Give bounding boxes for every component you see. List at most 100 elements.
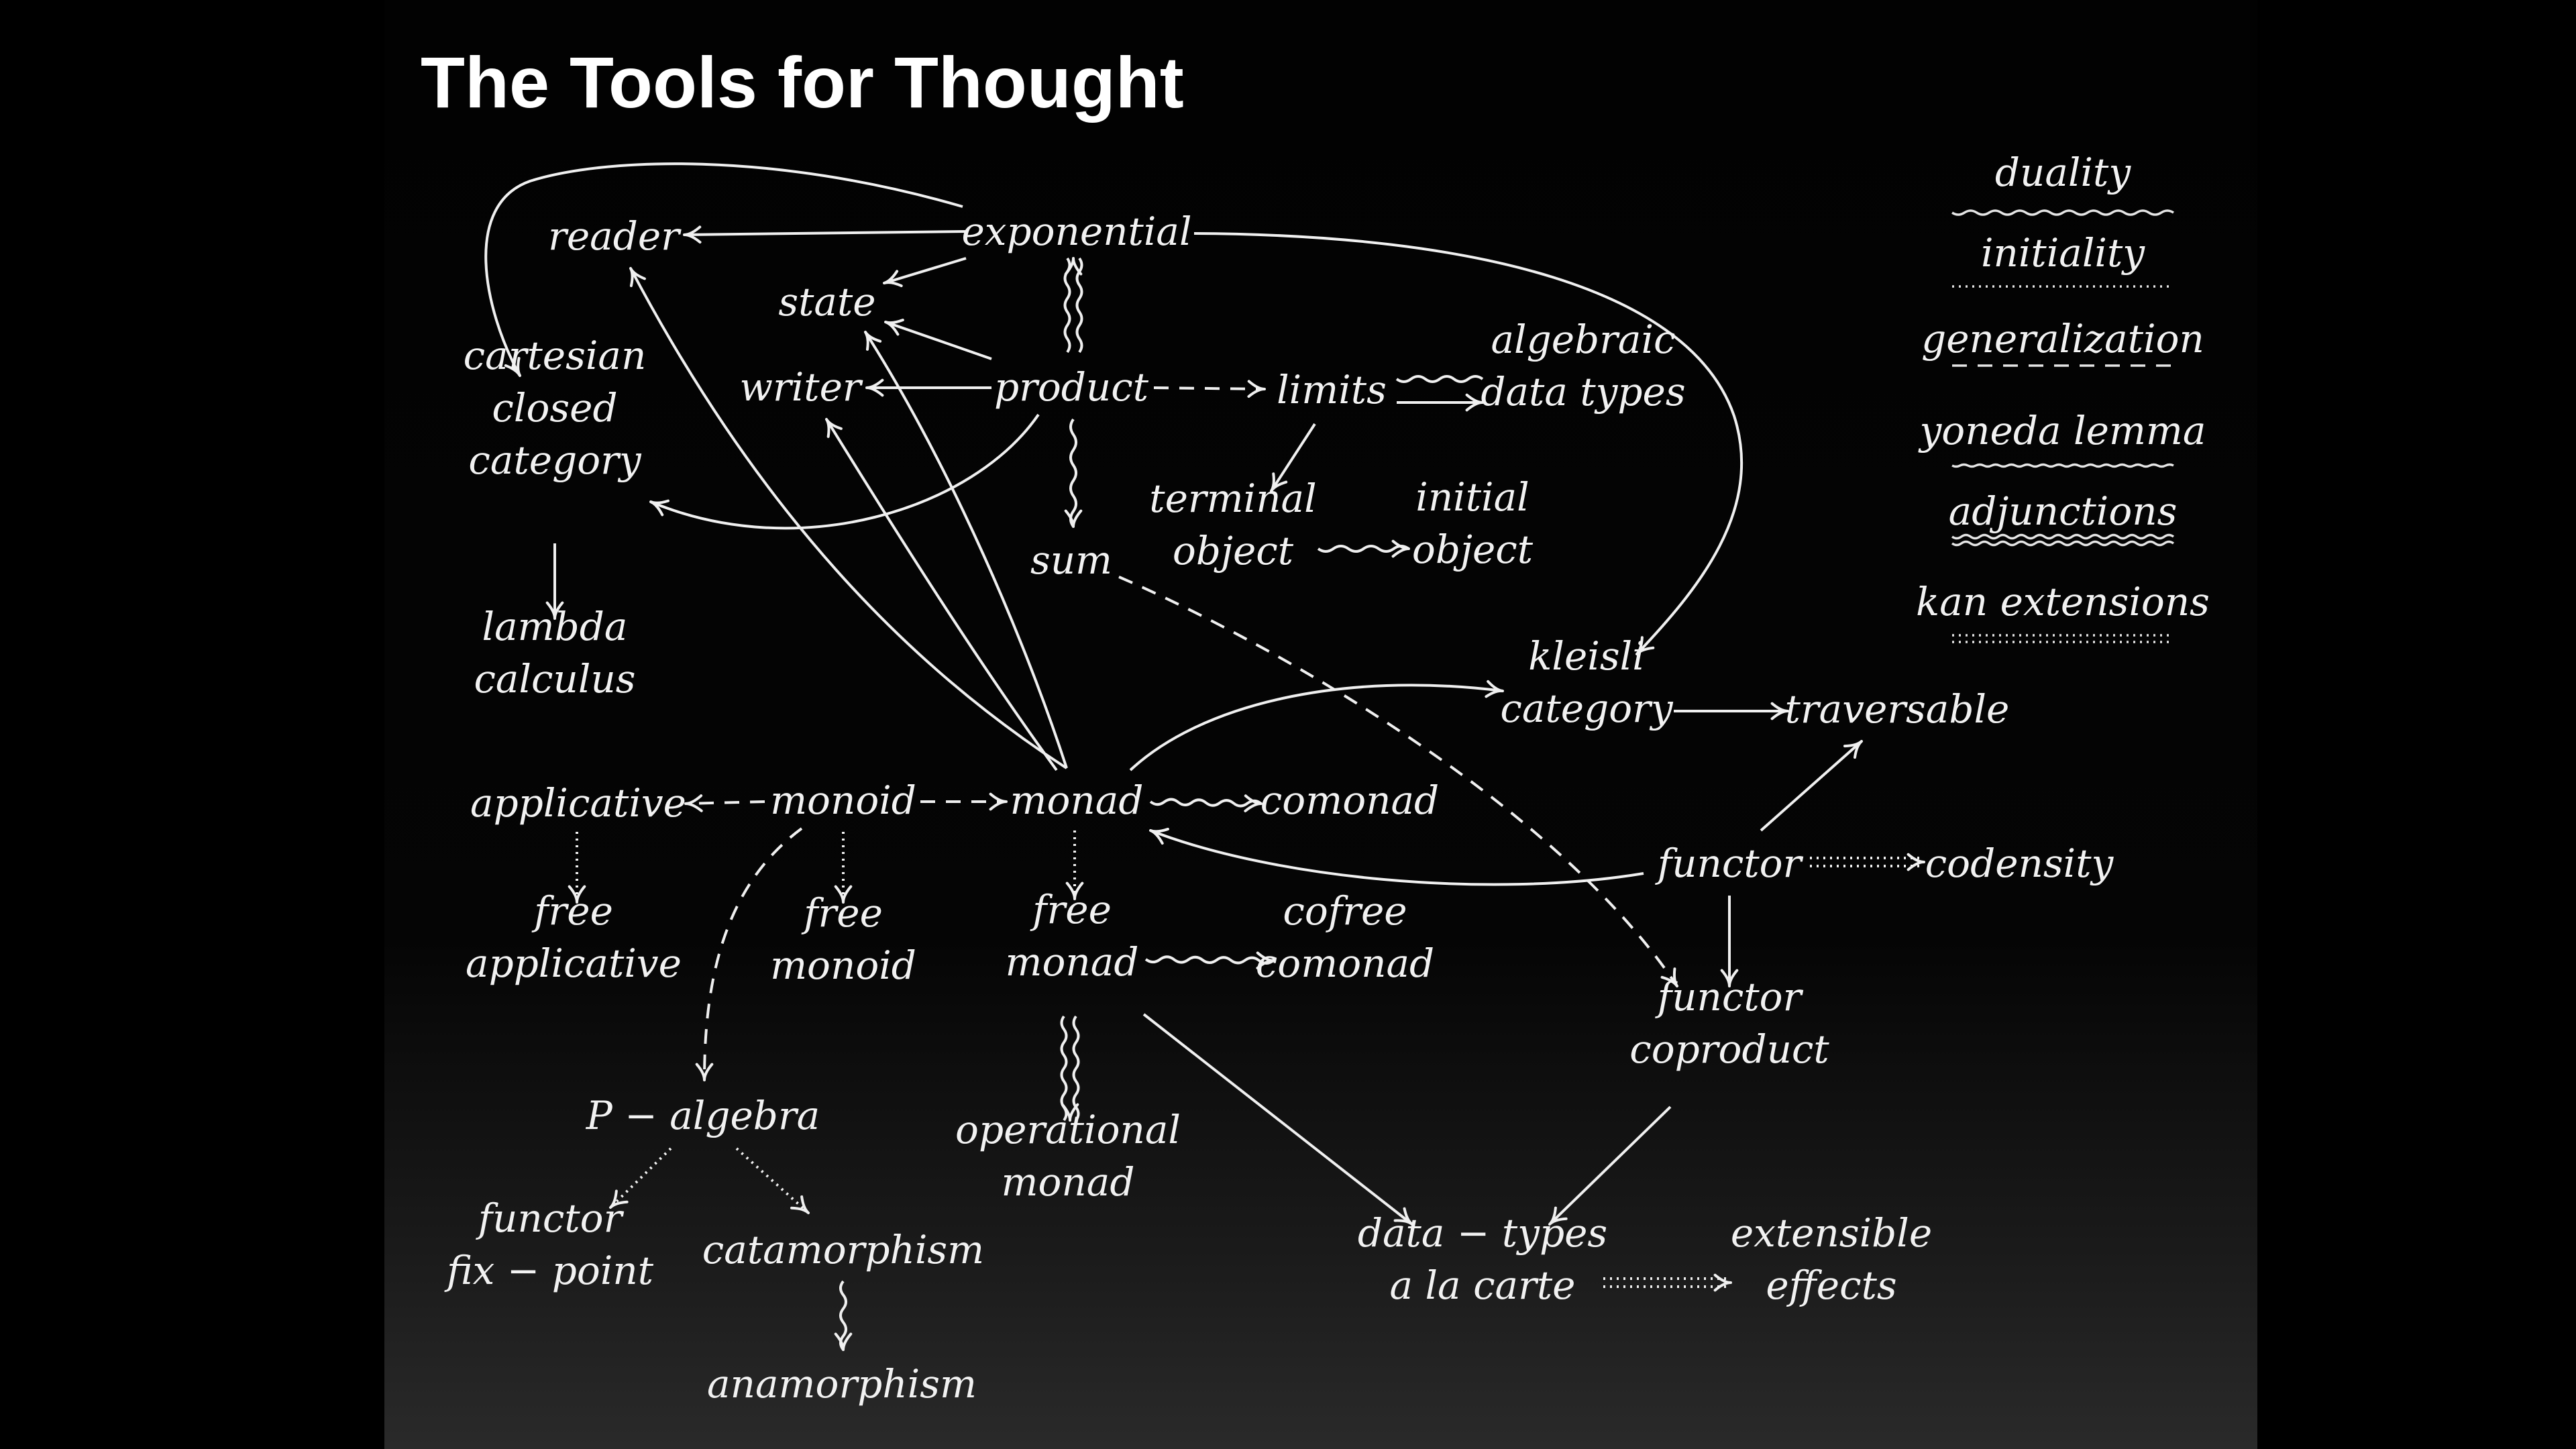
edge-functor-to-codensity (1810, 853, 1925, 871)
arrowhead-terminal-to-initial (1391, 539, 1410, 558)
node-data-types: data − types a la carte (1358, 1210, 1607, 1308)
legend-item-yoneda-lemma: yoneda lemma (1918, 408, 2206, 468)
arrowhead-functor-to-monad (1149, 827, 1169, 845)
edge-product-to-sum (1064, 418, 1083, 528)
arrowhead-exponential-to-cartesian (504, 357, 521, 377)
arrowhead-applicative-to-free-applicative (568, 885, 586, 904)
edge-monad-to-free-monad (1065, 830, 1084, 900)
arrowhead-monoid-to-p-algebra (695, 1063, 714, 1081)
node-operational: operational monad (955, 1107, 1181, 1205)
edge-product-to-writer (865, 378, 991, 397)
node-exponential: exponential (961, 209, 1191, 254)
node-algebraic: algebraic data types (1481, 317, 1685, 415)
arrowhead-free-monad-to-operational (1061, 1103, 1079, 1122)
node-functor: functor (1655, 841, 1804, 886)
node-state: state (778, 279, 875, 325)
edge-p-algebra-to-catamorphism (735, 1147, 810, 1214)
node-product: product (994, 364, 1149, 410)
svg-text:P − algebra: P − algebra (586, 1093, 820, 1138)
arrowhead-functor-to-codensity (1907, 853, 1925, 871)
legend-item-initiality: initiality (1952, 230, 2174, 288)
arrowhead-product-to-limits (1247, 380, 1266, 398)
edge-monad-to-comonad (1149, 794, 1263, 812)
arrowhead-limits-to-terminal (1270, 472, 1288, 492)
edge-exponential-to-cartesian (484, 162, 963, 377)
arrowhead-product-to-writer (865, 378, 884, 397)
svg-text:applicative: applicative (470, 780, 686, 826)
node-writer: writer (739, 364, 863, 410)
svg-text:exponential: exponential (961, 209, 1191, 254)
arrowhead-monad-to-kleisli (1485, 680, 1504, 698)
node-terminal: terminal object (1149, 476, 1316, 574)
diagram-edges (484, 162, 1925, 1351)
arrowhead-monad-to-free-monad (1065, 881, 1084, 900)
edge-product-to-cartesian (649, 413, 1040, 530)
arrowhead-monoid-to-free-monoid (834, 885, 853, 904)
edge-monad-to-reader (629, 267, 1068, 769)
node-sum: sum (1030, 537, 1112, 583)
node-free-monoid: free monoid (770, 890, 916, 988)
edge-functor-coproduct-to-data-types (1548, 1106, 1672, 1226)
edge-exponential-to-state (883, 257, 967, 288)
edge-product-to-state (884, 319, 992, 360)
node-free-applicative: free applicative (466, 888, 682, 986)
arrowhead-monad-to-state (864, 331, 882, 351)
node-limits: limits (1277, 367, 1387, 413)
edge-free-monad-to-operational (1060, 1015, 1080, 1122)
edge-monoid-to-applicative (684, 794, 765, 812)
edge-sum-to-functor-coproduct (1118, 576, 1678, 987)
node-initial: initial object (1412, 474, 1534, 572)
legend-item-kan-extensions: kan extensions (1916, 579, 2210, 643)
node-kleisli: kleisli category (1500, 633, 1673, 731)
node-extensible: extensible effects (1731, 1210, 1932, 1308)
edge-exponential-to-kleisli (1193, 232, 1743, 655)
svg-text:yoneda lemma: yoneda lemma (1918, 408, 2206, 453)
svg-text:product: product (994, 364, 1149, 410)
node-reader: reader (548, 213, 682, 259)
arrowhead-functor-to-traversable (1843, 740, 1863, 759)
arrowhead-sum-to-functor-coproduct (1660, 967, 1678, 987)
node-functor-coproduct: functor coproduct (1629, 974, 1829, 1072)
arrowhead-p-algebra-to-functor-fixpoint (609, 1189, 629, 1209)
arrowhead-functor-coproduct-to-data-types (1548, 1206, 1568, 1226)
slide-title: The Tools for Thought (421, 42, 1184, 123)
svg-text:writer: writer (739, 364, 863, 410)
arrowhead-product-to-exponential (1064, 257, 1083, 276)
edge-monad-to-kleisli (1129, 680, 1504, 771)
node-cartesian: cartesian closed category (464, 333, 647, 483)
diagram-legend: duality initiality generalization yoneda le… (1916, 150, 2210, 643)
edge-monoid-to-monad (920, 792, 1008, 811)
edge-p-algebra-to-functor-fixpoint (609, 1147, 672, 1209)
edge-terminal-to-initial (1317, 539, 1410, 558)
node-applicative: applicative (470, 780, 686, 826)
svg-text:adjunctions: adjunctions (1949, 488, 2178, 534)
svg-text:comonad: comonad (1260, 777, 1439, 823)
edge-functor-to-traversable (1760, 740, 1863, 832)
node-codensity: codensity (1925, 841, 2114, 886)
edge-free-monad-to-data-types (1142, 1013, 1413, 1226)
arrowhead-exponential-to-state (883, 270, 903, 288)
arrowhead-product-to-sum (1064, 509, 1083, 528)
svg-text:initiality: initiality (1981, 230, 2145, 276)
svg-text:kan extensions: kan extensions (1916, 579, 2210, 625)
svg-text:limits: limits (1277, 367, 1387, 413)
legend-item-duality: duality (1951, 150, 2174, 216)
edge-monad-to-writer (825, 418, 1058, 771)
edge-monoid-to-p-algebra (695, 827, 803, 1081)
svg-text:anamorphism: anamorphism (707, 1361, 977, 1407)
node-traversable: traversable (1785, 686, 2010, 732)
edge-applicative-to-free-applicative (568, 832, 586, 904)
node-comonad: comonad (1260, 777, 1439, 823)
edge-limits-to-terminal (1270, 423, 1316, 492)
legend-item-adjunctions: adjunctions (1949, 488, 2178, 547)
